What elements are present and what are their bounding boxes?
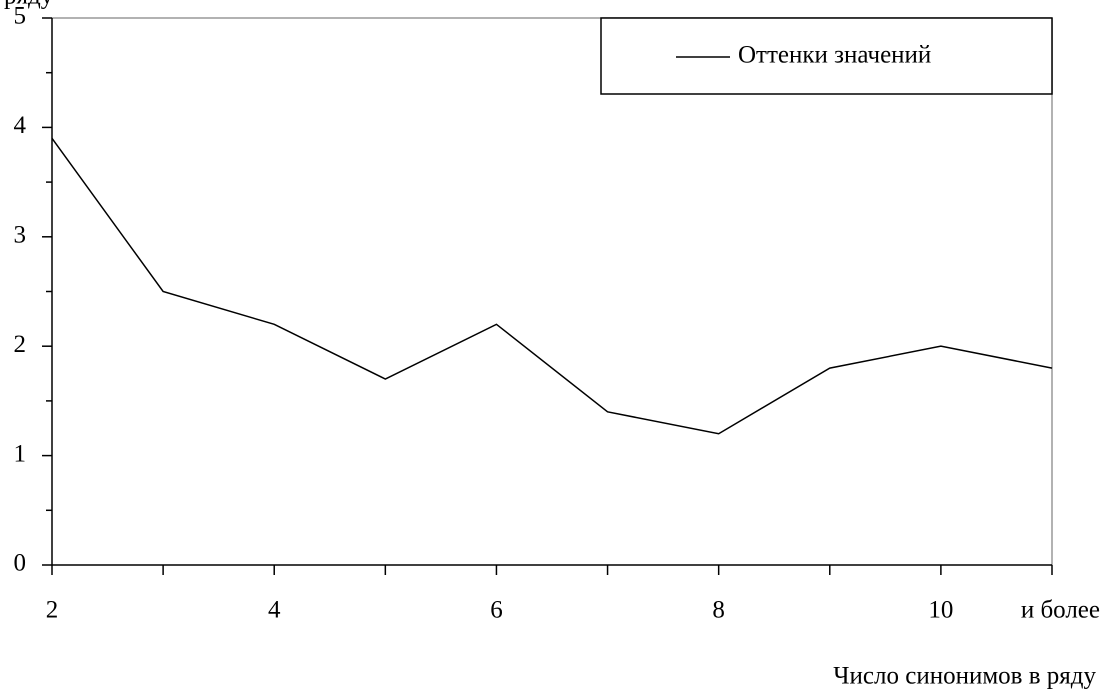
x-tick-label: и более <box>1021 597 1100 624</box>
y-axis-label: ряду <box>4 0 54 10</box>
legend-label: Оттенки значений <box>738 42 931 69</box>
y-tick-label: 1 <box>14 440 27 467</box>
y-tick-label: 0 <box>14 550 27 577</box>
x-tick-label: 6 <box>490 597 503 624</box>
x-axis-label: Число синонимов в ряду <box>833 663 1096 690</box>
x-tick-label: 8 <box>712 597 725 624</box>
y-tick-label: 2 <box>14 331 27 358</box>
legend-box <box>600 17 1053 95</box>
x-tick-label: 2 <box>46 597 59 624</box>
y-tick-label: 3 <box>14 222 27 249</box>
data-line <box>51 137 1053 435</box>
y-tick-label: 4 <box>14 112 27 139</box>
y-tick-label: 5 <box>14 3 27 30</box>
x-tick-label: 4 <box>268 597 281 624</box>
x-tick-label: 10 <box>928 597 953 624</box>
